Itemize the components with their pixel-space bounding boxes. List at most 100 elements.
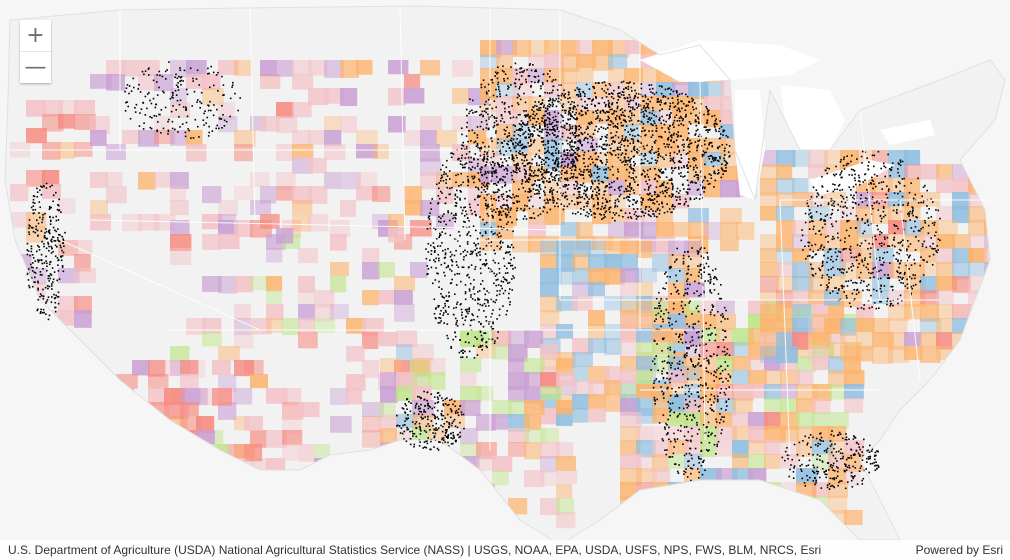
county-cell xyxy=(700,300,718,315)
crop-dot xyxy=(725,388,727,390)
crop-dot xyxy=(539,126,541,128)
crop-dot xyxy=(455,249,457,252)
crop-dot xyxy=(575,108,578,111)
crop-dot xyxy=(657,369,659,372)
crop-dot xyxy=(510,66,512,68)
crop-dot xyxy=(504,278,507,281)
crop-dot xyxy=(575,156,577,158)
crop-dot xyxy=(703,187,706,190)
county-cell xyxy=(748,356,768,371)
crop-dot xyxy=(669,116,671,119)
county-cell xyxy=(180,360,199,375)
crop-dot xyxy=(677,367,679,370)
county-cell xyxy=(480,166,498,183)
crop-dot xyxy=(564,154,566,156)
county-cell xyxy=(828,482,849,498)
crop-dot xyxy=(529,169,531,171)
crop-dot xyxy=(714,126,716,128)
crop-dot xyxy=(465,254,467,257)
county-cell xyxy=(856,318,875,333)
crop-dot xyxy=(463,148,466,151)
crop-dot xyxy=(492,309,494,311)
crop-dot xyxy=(461,133,463,136)
county-cell xyxy=(716,328,733,346)
crop-dot xyxy=(568,112,570,114)
crop-dot xyxy=(552,116,554,119)
crop-dot xyxy=(651,130,654,132)
county-cell xyxy=(540,254,557,270)
crop-dot xyxy=(596,191,598,194)
crop-dot xyxy=(530,170,533,172)
crop-dot xyxy=(682,311,684,313)
crop-dot xyxy=(578,128,580,131)
crop-dot xyxy=(512,116,515,119)
crop-dot xyxy=(444,202,447,205)
crop-dot xyxy=(675,199,678,201)
crop-dot xyxy=(649,152,652,154)
crop-dot xyxy=(587,168,589,171)
county-cell xyxy=(904,346,923,361)
crop-dot xyxy=(531,217,533,219)
crop-dot xyxy=(519,170,521,173)
crop-dot xyxy=(437,306,440,308)
crop-dot xyxy=(462,226,465,228)
crop-dot xyxy=(601,218,603,220)
crop-dot xyxy=(720,167,723,169)
crop-dot xyxy=(619,149,621,151)
county-cell xyxy=(540,386,562,401)
crop-dot xyxy=(626,100,629,102)
county-cell xyxy=(684,282,705,298)
county-cell xyxy=(42,100,63,117)
crop-dot xyxy=(650,136,653,138)
crop-dot xyxy=(670,134,673,136)
crop-dot xyxy=(686,476,689,478)
crop-dot xyxy=(633,146,635,149)
crop-dot xyxy=(557,152,560,154)
crop-dot xyxy=(579,88,581,91)
crop-dot xyxy=(633,97,635,100)
crop-dot xyxy=(484,170,487,173)
county-cell xyxy=(636,398,656,416)
crop-dot xyxy=(576,159,579,161)
crop-dot xyxy=(508,292,510,295)
crop-dot xyxy=(571,101,573,103)
crop-dot xyxy=(675,274,677,277)
crop-dot xyxy=(616,205,619,208)
crop-dot xyxy=(503,257,505,260)
crop-dot xyxy=(578,195,580,198)
crop-dot xyxy=(686,406,689,409)
crop-dot xyxy=(516,129,518,131)
county-cell xyxy=(904,220,925,237)
crop-dot xyxy=(518,129,520,131)
crop-dot xyxy=(601,135,603,138)
county-cell xyxy=(508,358,525,373)
crop-dot xyxy=(438,316,440,319)
crop-dot xyxy=(702,150,705,152)
county-cell xyxy=(588,254,608,272)
crop-dot xyxy=(632,148,635,150)
crop-dot xyxy=(688,400,691,403)
crop-dot xyxy=(437,202,439,205)
crop-dot xyxy=(632,106,634,108)
crop-dot xyxy=(725,400,728,403)
crop-dot xyxy=(474,336,477,338)
crop-dot xyxy=(717,169,720,172)
crop-dot xyxy=(482,115,484,118)
county-cell xyxy=(604,338,622,355)
county-cell xyxy=(346,346,365,362)
crop-dot xyxy=(706,180,709,182)
county-cell xyxy=(170,200,189,216)
crop-dot xyxy=(587,97,590,100)
crop-dot xyxy=(664,102,667,105)
county-cell xyxy=(560,68,577,85)
crop-dot xyxy=(687,127,689,130)
crop-dot xyxy=(536,189,539,191)
county-cell xyxy=(90,116,110,134)
crop-dot xyxy=(447,300,449,302)
county-cell xyxy=(792,332,809,350)
crop-dot xyxy=(543,171,546,174)
crop-dot xyxy=(508,106,510,108)
crop-dot xyxy=(697,385,700,387)
